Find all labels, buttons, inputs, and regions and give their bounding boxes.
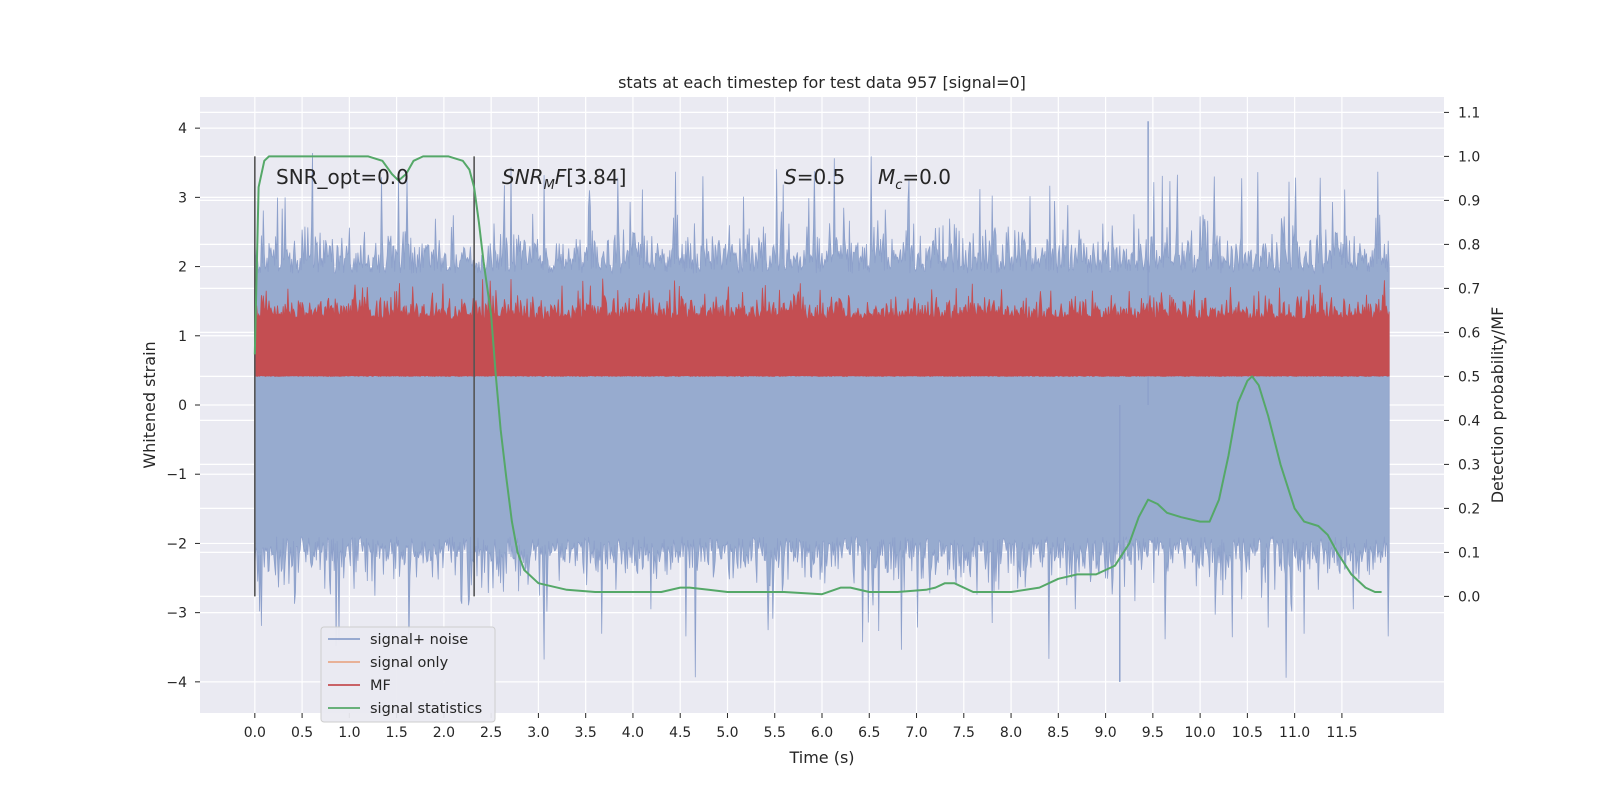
- annotation-snr-mf: SNRMF[3.84]: [502, 165, 626, 193]
- x-tick-label: 3.5: [575, 725, 597, 741]
- x-axis-label: Time (s): [788, 748, 854, 767]
- y-tick-label: −4: [166, 675, 187, 691]
- y-tick-label: 2: [178, 260, 187, 276]
- y-tick-label: 0: [178, 398, 187, 414]
- x-tick-label: 3.0: [527, 725, 549, 741]
- x-tick-label: 10.5: [1232, 725, 1263, 741]
- x-tick-label: 4.0: [622, 725, 644, 741]
- signal-statistics-line: [253, 155, 1382, 596]
- y2-tick-label: 0.6: [1458, 325, 1480, 341]
- annotation-mc: Mc=0.0: [878, 165, 951, 193]
- y2-tick-label: 0.3: [1458, 457, 1480, 473]
- x-tick-label: 8.0: [1000, 725, 1022, 741]
- x-tick-label: 2.5: [480, 725, 502, 741]
- y2-tick-label: 0.4: [1458, 413, 1480, 429]
- y2-tick-label: 0.5: [1458, 369, 1480, 385]
- y2-tick-label: 0.8: [1458, 237, 1480, 253]
- x-tick-label: 1.0: [338, 725, 360, 741]
- x-tick-label: 6.0: [811, 725, 833, 741]
- y2-tick-label: 0.1: [1458, 545, 1480, 561]
- noise-band: [254, 152, 1390, 678]
- mf-series: [254, 278, 1390, 377]
- mf-band: [254, 278, 1390, 377]
- y-tick-label: 1: [178, 329, 187, 345]
- x-tick-label: 7.5: [953, 725, 975, 741]
- y2-tick-label: 1.0: [1458, 149, 1480, 165]
- y-tick-label: 3: [178, 190, 187, 206]
- annotation-snr-opt: SNR_opt=0.0: [276, 165, 409, 189]
- legend-box: [320, 626, 496, 723]
- y-axis-label: Whitened strain: [140, 341, 159, 468]
- legend-label-noise: signal+ noise: [370, 632, 468, 648]
- x-tick-label: 9.0: [1094, 725, 1116, 741]
- x-tick-label: 5.5: [764, 725, 786, 741]
- y-tick-label: −1: [166, 467, 187, 483]
- x-tick-label: 2.0: [433, 725, 455, 741]
- x-ticks: 0.0 0.5 1.0 1.5 2.0 2.5 3.0 3.5 4.0 4.5 5.0 5.5 6.0 6…: [244, 713, 1357, 741]
- y-tick-label: −2: [166, 536, 187, 552]
- x-tick-label: 8.5: [1047, 725, 1069, 741]
- legend-label-mf: MF: [370, 678, 391, 694]
- y2-ticks: 1.1 1.0 0.9 0.8 0.7 0.6 0.5 0.4 0.3 0.2 0.1 0.0: [1444, 105, 1480, 605]
- x-tick-label: 0.5: [291, 725, 313, 741]
- x-tick-label: 7.0: [905, 725, 927, 741]
- x-tick-label: 11.5: [1326, 725, 1357, 741]
- y-tick-label: 4: [178, 121, 187, 137]
- signal-statistics-series: [253, 155, 1382, 596]
- legend: signal+ noise signal only MF signal stat…: [320, 626, 496, 723]
- x-tick-label: 11.0: [1279, 725, 1310, 741]
- y2-tick-label: 0.9: [1458, 193, 1480, 209]
- y2-tick-label: 0.7: [1458, 281, 1480, 297]
- x-tick-label: 0.0: [244, 725, 266, 741]
- y2-axis-label: Detection probability/MF: [1488, 307, 1507, 504]
- legend-label-signal-only: signal only: [370, 655, 449, 671]
- x-tick-label: 9.5: [1142, 725, 1164, 741]
- x-tick-label: 6.5: [858, 725, 880, 741]
- y-ticks: 4 3 2 1 0 −1 −2 −3 −4: [166, 121, 200, 691]
- x-tick-label: 10.0: [1185, 725, 1216, 741]
- vertical-markers: [254, 156, 475, 597]
- x-tick-label: 5.0: [716, 725, 738, 741]
- y-tick-label: −3: [166, 606, 187, 622]
- legend-label-signal-statistics: signal statistics: [370, 701, 482, 717]
- x-tick-label: 4.5: [669, 725, 691, 741]
- x-tick-label: 1.5: [385, 725, 407, 741]
- annotation-s: S=0.5: [784, 165, 845, 189]
- y2-tick-label: 0.0: [1458, 589, 1480, 605]
- y2-tick-label: 0.2: [1458, 501, 1480, 517]
- chart-title: stats at each timestep for test data 957…: [618, 73, 1026, 92]
- y2-tick-label: 1.1: [1458, 105, 1480, 121]
